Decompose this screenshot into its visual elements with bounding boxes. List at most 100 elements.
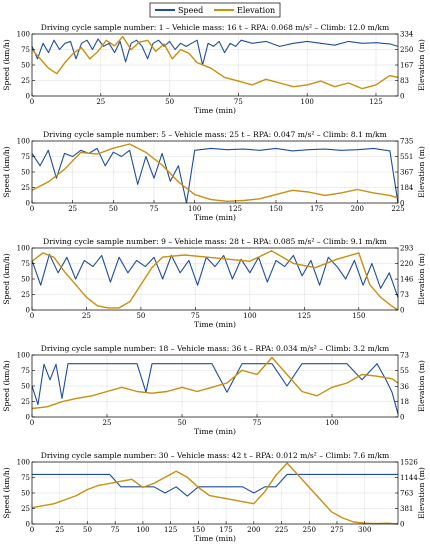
y2-tick-label: 1144 [400,474,418,482]
x-tick-label: 100 [325,419,338,427]
x-tick-label: 75 [253,419,262,427]
y-tick-label: 25 [21,184,30,192]
x-tick-label: 225 [391,205,404,213]
x-axis-label: Time (min) [194,427,236,436]
y-tick-label: 100 [17,245,30,253]
x-tick-label: 25 [68,205,77,213]
x-tick-label: 50 [165,98,174,106]
y2-tick-label: 551 [400,153,413,161]
y2-axis-label: Elevation (m) [417,467,426,519]
y-tick-label: 75 [21,367,30,375]
y-tick-label: 100 [17,459,30,467]
elevation-series-line [31,356,399,410]
y2-tick-label: 220 [400,260,413,268]
y2-tick-label: 146 [400,276,414,284]
legend-speed-label: Speed [178,6,203,15]
x-tick-label: 75 [234,98,243,106]
y2-tick-label: 0 [400,307,404,315]
y-axis-label: Speed (km/h) [2,39,11,91]
x-tick-label: 100 [243,312,256,320]
y2-axis-label: Elevation (m) [417,253,426,305]
y-tick-label: 25 [21,77,30,85]
x-tick-label: 25 [103,419,112,427]
chart-title: Driving cycle sample number: 9 – Vehicle… [43,237,387,246]
elevation-series-line [31,35,399,90]
chart-panel-1: Driving cycle sample number: 1 – Vehicle… [2,23,426,115]
y-tick-label: 100 [17,31,30,39]
x-tick-label: 100 [188,205,201,213]
elevation-series-line [31,462,399,525]
y-tick-label: 0 [26,93,30,101]
y2-tick-label: 1526 [400,459,418,467]
y2-tick-label: 367 [400,169,413,177]
x-tick-label: 275 [330,526,343,534]
elevation-series-line [31,143,399,203]
y2-tick-label: 334 [400,31,414,39]
x-tick-label: 125 [298,312,311,320]
y2-tick-label: 55 [400,367,409,375]
x-tick-label: 0 [30,526,34,534]
y2-tick-label: 735 [400,138,413,146]
y2-tick-label: 381 [400,505,413,513]
panels: Driving cycle sample number: 1 – Vehicle… [2,23,426,543]
x-tick-label: 0 [30,312,34,320]
y-tick-label: 25 [21,291,30,299]
x-tick-label: 125 [369,98,382,106]
y-tick-label: 0 [26,414,30,422]
y2-tick-label: 0 [400,521,404,529]
y-tick-label: 75 [21,474,30,482]
x-tick-label: 75 [150,205,159,213]
x-tick-label: 200 [351,205,364,213]
y2-axis-label: Elevation (m) [417,39,426,91]
y-axis-label: Speed (km/h) [2,467,11,519]
x-axis-label: Time (min) [194,320,236,329]
y-tick-label: 75 [21,153,30,161]
chart-panel-5: Driving cycle sample number: 30 – Vehicl… [2,451,426,543]
y2-tick-label: 184 [400,184,414,192]
y2-tick-label: 36 [400,383,409,391]
chart-panel-3: Driving cycle sample number: 9 – Vehicle… [2,237,426,329]
x-tick-label: 75 [191,312,200,320]
y2-axis-label: Elevation (m) [417,360,426,412]
x-tick-label: 225 [275,526,288,534]
x-tick-label: 175 [310,205,323,213]
x-tick-label: 75 [111,526,120,534]
y2-axis-label: Elevation (m) [417,146,426,198]
x-tick-label: 25 [55,526,64,534]
y-tick-label: 0 [26,307,30,315]
speed-series-line [31,253,399,298]
x-tick-label: 25 [96,98,105,106]
y2-tick-label: 0 [400,93,404,101]
y2-tick-label: 18 [400,398,409,406]
x-tick-label: 300 [358,526,371,534]
y-tick-label: 50 [21,169,30,177]
y-tick-label: 75 [21,260,30,268]
x-tick-label: 125 [229,205,242,213]
x-tick-label: 0 [30,419,34,427]
x-tick-label: 175 [219,526,232,534]
y-tick-label: 100 [17,352,30,360]
y-tick-label: 50 [21,276,30,284]
speed-series-line [31,363,399,415]
y-tick-label: 50 [21,62,30,70]
x-tick-label: 50 [83,526,92,534]
y-axis-label: Speed (km/h) [2,146,11,198]
x-tick-label: 50 [136,312,145,320]
speed-series-line [32,473,398,497]
y2-tick-label: 73 [400,291,409,299]
y-axis-label: Speed (km/h) [2,360,11,412]
chart-panel-4: Driving cycle sample number: 18 – Vehicl… [2,344,426,436]
y2-tick-label: 293 [400,245,413,253]
y-tick-label: 25 [21,398,30,406]
y2-tick-label: 83 [400,77,409,85]
chart-title: Driving cycle sample number: 5 – Vehicle… [43,130,387,139]
y2-tick-label: 0 [400,200,404,208]
chart-title: Driving cycle sample number: 30 – Vehicl… [41,451,389,460]
speed-series-line [31,38,399,66]
y-axis-label: Speed (km/h) [2,253,11,305]
legend: Speed Elevation [149,2,281,18]
y-tick-label: 0 [26,200,30,208]
x-tick-label: 125 [164,526,177,534]
y-tick-label: 0 [26,521,30,529]
